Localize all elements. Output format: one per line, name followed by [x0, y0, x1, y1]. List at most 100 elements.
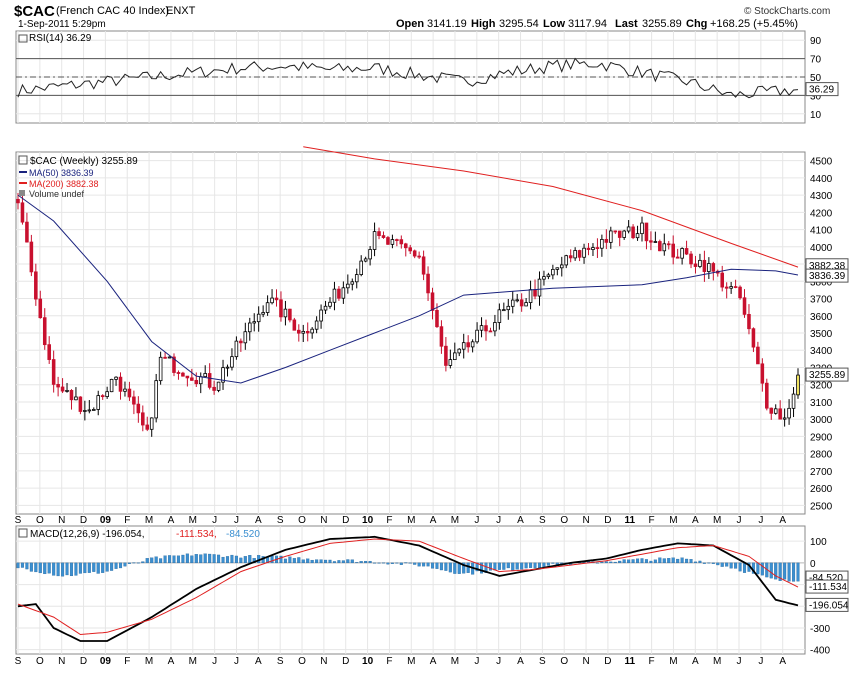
macd-histogram-bar: [310, 559, 314, 564]
x-tick-label: N: [58, 656, 65, 667]
y-tick-label: 100: [810, 537, 827, 548]
macd-histogram-bar: [796, 562, 800, 582]
macd-histogram-bar: [644, 559, 648, 564]
macd-histogram-bar: [631, 559, 635, 564]
macd-histogram-bar: [738, 562, 742, 572]
macd-histogram-bar: [159, 558, 163, 564]
x-tick-label: J: [474, 515, 479, 526]
x-tick-label: J: [737, 515, 742, 526]
x-tick-label: J: [234, 656, 239, 667]
rsi-value-tag: [805, 82, 839, 97]
x-tick-label: D: [342, 515, 349, 526]
macd-histogram-bar: [34, 562, 38, 573]
y-tick-label: 10: [810, 110, 822, 121]
candle-body: [461, 342, 466, 350]
candle-body: [105, 391, 109, 397]
macd-histogram-bar: [96, 562, 100, 574]
candle-body: [747, 313, 751, 330]
x-tick-label: F: [124, 515, 130, 526]
candle-body: [724, 286, 729, 289]
macd-histogram-bar: [346, 559, 350, 564]
brand: © StockCharts.com: [744, 6, 830, 17]
candle-body: [573, 250, 577, 259]
macd-histogram-bar: [279, 555, 283, 564]
candle-body: [114, 376, 118, 380]
macd-histogram-bar: [69, 562, 74, 577]
candle-body: [742, 297, 747, 315]
candle-body: [484, 325, 488, 332]
macd-histogram-bar: [444, 562, 448, 571]
x-tick-label: 11: [624, 656, 635, 667]
x-tick-label: A: [517, 515, 524, 526]
candle-body: [274, 297, 279, 301]
macd-histogram-bar: [373, 562, 377, 564]
price-toggle-icon[interactable]: [18, 155, 28, 165]
x-tick-label: S: [15, 515, 22, 526]
candle-body: [453, 352, 457, 361]
y-tick-label: 30: [810, 91, 822, 102]
rsi-toggle-icon[interactable]: [18, 34, 28, 43]
candle-body: [136, 403, 141, 414]
y-tick-label: 4200: [810, 208, 833, 219]
candle-body: [430, 292, 435, 311]
y-tick-label: 3700: [810, 295, 833, 306]
x-tick-label: 09: [100, 515, 112, 526]
macd-histogram-bar: [239, 557, 243, 564]
candle-body: [412, 250, 417, 257]
macd-histogram-bar: [671, 557, 675, 564]
macd-toggle-icon[interactable]: [18, 528, 28, 538]
candle-body: [25, 221, 29, 243]
symbol: $CAC: [14, 3, 55, 20]
candle-body: [617, 230, 622, 238]
macd-histogram-bar: [20, 562, 24, 568]
macd-histogram-bar: [364, 560, 368, 564]
macd-value-tag-box: [805, 597, 849, 612]
macd-hist-tag-text: -84.520: [809, 573, 843, 584]
candle-body: [363, 258, 368, 262]
macd-histogram-bar: [92, 562, 96, 572]
candle-body: [528, 289, 533, 303]
candle-body: [176, 372, 181, 374]
candle-body: [689, 253, 693, 265]
macd-histogram-bar: [760, 562, 764, 576]
macd-histogram-bar: [359, 561, 363, 564]
candle-body: [372, 231, 377, 250]
candle-body: [319, 309, 323, 322]
macd-histogram-bar: [301, 559, 305, 564]
macd-histogram-bar: [123, 562, 127, 567]
candle-body: [693, 263, 698, 267]
macd-histogram-bar: [172, 555, 176, 564]
x-tick-label: M: [713, 656, 721, 667]
candle-body: [141, 412, 145, 426]
x-tick-label: D: [80, 515, 87, 526]
x-tick-label: M: [713, 515, 721, 526]
macd-histogram-bar: [43, 562, 47, 575]
rsi-plot: 36.29: [16, 57, 839, 99]
x-tick-label: A: [168, 515, 175, 526]
candle-body: [34, 271, 38, 300]
candle-body: [702, 259, 707, 272]
candle-body: [198, 376, 203, 385]
macd-histogram-bar: [288, 556, 292, 564]
candle-body: [100, 395, 105, 398]
y-tick-label: 4300: [810, 191, 833, 202]
x-tick-label: S: [539, 515, 546, 526]
x-tick-label: A: [779, 656, 786, 667]
macd-histogram-bar: [355, 562, 359, 564]
macd-histogram-bar: [154, 556, 158, 564]
macd-histogram-bar: [341, 560, 345, 564]
y-tick-label: 0: [810, 559, 816, 570]
macd-histogram-bar: [546, 562, 550, 566]
candle-body: [252, 321, 257, 324]
x-tick-label: J: [474, 656, 479, 667]
rsi-label: RSI(14) 36.29: [29, 33, 92, 44]
macd-histogram-bar: [537, 562, 542, 569]
x-tick-label: A: [517, 656, 524, 667]
macd-histogram-bar: [613, 561, 617, 564]
candle-body: [230, 356, 234, 368]
y-tick-label: -400: [810, 646, 830, 657]
x-tick-label: D: [342, 656, 349, 667]
candle-body: [533, 289, 537, 297]
macd-histogram-bar: [756, 562, 760, 575]
